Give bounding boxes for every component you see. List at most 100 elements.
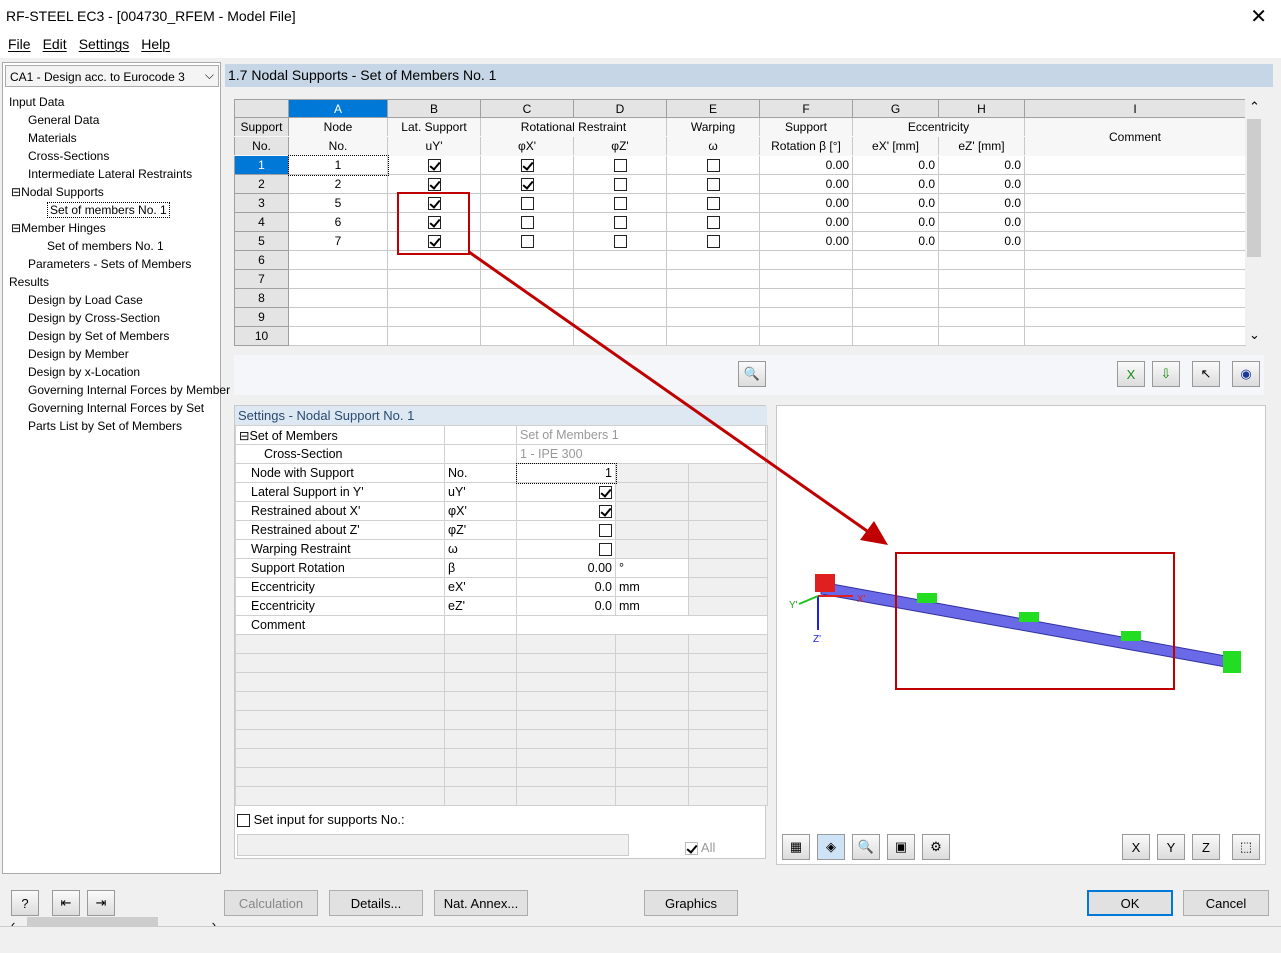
column-letter-C[interactable]: C: [480, 99, 574, 118]
ex-cell[interactable]: 0.0: [852, 231, 939, 251]
all-checkbox-row[interactable]: All: [685, 840, 715, 856]
phiz-cell[interactable]: [573, 326, 667, 346]
uy-checkbox[interactable]: [427, 216, 441, 230]
uy-cell[interactable]: [387, 288, 481, 308]
setting-checkbox[interactable]: [599, 524, 612, 538]
omega-cell[interactable]: [666, 250, 760, 270]
beta-cell[interactable]: [759, 326, 853, 346]
corner-cell[interactable]: [234, 99, 289, 118]
tree-item[interactable]: Materials: [3, 129, 221, 147]
uy-checkbox[interactable]: [427, 235, 441, 249]
tree-item[interactable]: Governing Internal Forces by Member: [3, 381, 230, 399]
ex-cell[interactable]: 0.0: [852, 193, 939, 213]
view-3d-button[interactable]: ⬚: [1232, 834, 1260, 860]
phix-cell[interactable]: [480, 288, 574, 308]
ez-cell[interactable]: [938, 288, 1025, 308]
omega-cell[interactable]: [666, 269, 760, 289]
table-row[interactable]: 3 5 0.00 0.0 0.0: [234, 193, 1246, 213]
ez-cell[interactable]: 0.0: [938, 155, 1025, 175]
table-row[interactable]: 6: [234, 250, 1246, 270]
supports-no-input[interactable]: [237, 834, 629, 856]
phix-cell[interactable]: [480, 250, 574, 270]
beta-cell[interactable]: 0.00: [759, 212, 853, 232]
tree-item[interactable]: Design by Member: [3, 345, 221, 363]
row-number[interactable]: 3: [234, 193, 289, 213]
phiz-cell[interactable]: [573, 193, 667, 213]
table-row[interactable]: 10: [234, 326, 1246, 346]
phix-cell[interactable]: [480, 193, 574, 213]
vertical-scrollbar[interactable]: ⌃ ⌄: [1245, 99, 1263, 345]
node-cell[interactable]: [288, 269, 388, 289]
row-number[interactable]: 8: [234, 288, 289, 308]
filter-view-button[interactable]: 🔍: [738, 361, 766, 387]
comment-cell[interactable]: [1024, 269, 1246, 289]
comment-cell[interactable]: [1024, 155, 1246, 175]
node-cell[interactable]: [288, 288, 388, 308]
zoom-button[interactable]: 🔍: [852, 834, 880, 860]
setting-value[interactable]: 0.0: [516, 577, 616, 597]
comment-cell[interactable]: [1024, 212, 1246, 232]
phiz-cell[interactable]: [573, 288, 667, 308]
column-letter-D[interactable]: D: [573, 99, 667, 118]
node-cell[interactable]: [288, 307, 388, 327]
omega-cell[interactable]: [666, 288, 760, 308]
phiz-checkbox[interactable]: [613, 178, 627, 192]
phix-cell[interactable]: [480, 231, 574, 251]
uy-cell[interactable]: [387, 326, 481, 346]
ez-cell[interactable]: 0.0: [938, 212, 1025, 232]
set-input-checkbox[interactable]: [237, 814, 250, 828]
beta-cell[interactable]: 0.00: [759, 193, 853, 213]
phiz-cell[interactable]: [573, 231, 667, 251]
ez-cell[interactable]: 0.0: [938, 193, 1025, 213]
phix-cell[interactable]: [480, 155, 574, 175]
comment-cell[interactable]: [1024, 174, 1246, 194]
ez-cell[interactable]: [938, 269, 1025, 289]
omega-cell[interactable]: [666, 307, 760, 327]
omega-checkbox[interactable]: [706, 197, 720, 211]
phiz-checkbox[interactable]: [613, 159, 627, 173]
scroll-up-icon[interactable]: ⌃: [1249, 99, 1260, 114]
help-button[interactable]: ?: [11, 890, 39, 916]
phiz-checkbox[interactable]: [613, 235, 627, 249]
table-row[interactable]: 7: [234, 269, 1246, 289]
collapse-icon[interactable]: ⊟: [11, 185, 22, 199]
display-button[interactable]: ▣: [887, 834, 915, 860]
ez-cell[interactable]: [938, 307, 1025, 327]
uy-cell[interactable]: [387, 174, 481, 194]
scroll-down-icon[interactable]: ⌄: [1249, 327, 1260, 342]
tree-item[interactable]: Intermediate Lateral Restraints: [3, 165, 221, 183]
beta-cell[interactable]: [759, 269, 853, 289]
comment-cell[interactable]: [1024, 307, 1246, 327]
ok-button[interactable]: OK: [1087, 890, 1173, 916]
uy-cell[interactable]: [387, 307, 481, 327]
column-letter-G[interactable]: G: [852, 99, 939, 118]
omega-cell[interactable]: [666, 212, 760, 232]
tree-item[interactable]: Set of members No. 1: [3, 201, 221, 219]
node-cell[interactable]: [288, 250, 388, 270]
phiz-checkbox[interactable]: [613, 216, 627, 230]
uy-checkbox[interactable]: [427, 178, 441, 192]
omega-checkbox[interactable]: [706, 178, 720, 192]
uy-checkbox[interactable]: [427, 197, 441, 211]
view-y-button[interactable]: Y: [1157, 834, 1185, 860]
tree-item[interactable]: Design by Set of Members: [3, 327, 221, 345]
setting-value[interactable]: [516, 615, 768, 635]
row-number[interactable]: 1: [234, 155, 289, 175]
node-cell[interactable]: 1: [287, 154, 389, 176]
settings-view-button[interactable]: ⚙: [922, 834, 950, 860]
menu-file[interactable]: File: [8, 36, 31, 52]
row-number[interactable]: 10: [234, 326, 289, 346]
omega-cell[interactable]: [666, 231, 760, 251]
beta-cell[interactable]: [759, 250, 853, 270]
phiz-cell[interactable]: [573, 155, 667, 175]
phiz-cell[interactable]: [573, 174, 667, 194]
set-input-checkbox-row[interactable]: Set input for supports No.:: [237, 812, 405, 828]
uy-cell[interactable]: [387, 269, 481, 289]
tree-item[interactable]: Parts List by Set of Members: [3, 417, 221, 435]
graphics-button[interactable]: Graphics: [644, 890, 738, 916]
uy-cell[interactable]: [387, 231, 481, 251]
calculation-button[interactable]: Calculation: [224, 890, 318, 916]
ez-cell[interactable]: [938, 326, 1025, 346]
menu-help[interactable]: Help: [141, 36, 171, 52]
setting-value[interactable]: 0.00: [516, 558, 616, 578]
